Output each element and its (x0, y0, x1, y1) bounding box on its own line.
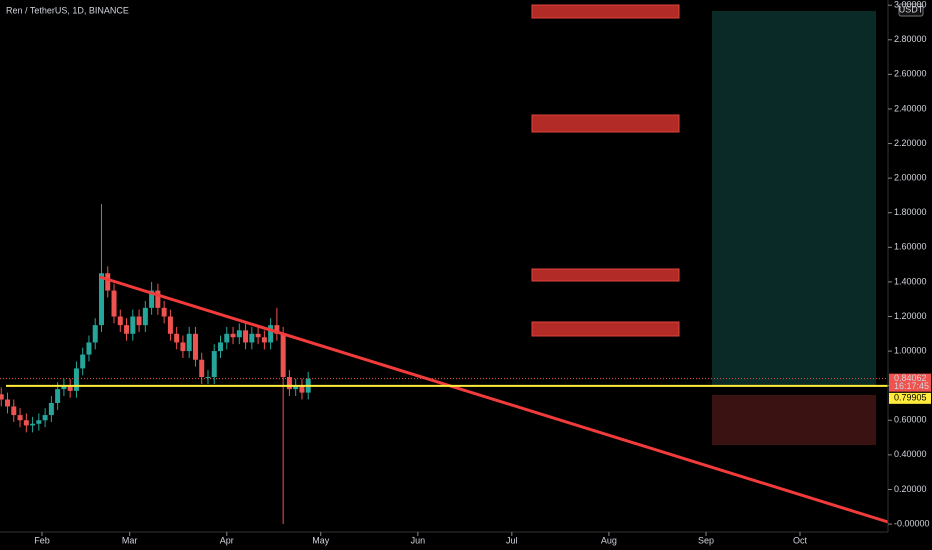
candle-body (36, 420, 42, 424)
candle-body (218, 342, 224, 352)
candle-body (86, 342, 92, 355)
y-tick-label: 1.80000 (894, 207, 927, 217)
candle-body (167, 316, 173, 334)
candle-body (73, 368, 79, 391)
last-price-label: 0.84062 (894, 373, 927, 383)
y-tick-label: 2.80000 (894, 34, 927, 44)
y-tick-label: 2.20000 (894, 138, 927, 148)
candle-body (274, 325, 280, 334)
x-tick-label: Mar (122, 535, 138, 545)
candle-body (0, 394, 4, 400)
y-tick-label: 3.00000 (894, 0, 927, 10)
candle-body (255, 333, 261, 338)
candle-body (105, 273, 111, 291)
candle-body (130, 316, 136, 334)
x-tick-label: Sep (698, 535, 714, 545)
candle-body (136, 316, 142, 326)
level-label: 0.79905 (894, 393, 927, 403)
candle-body (111, 290, 117, 317)
candle-body (11, 406, 17, 416)
candle-body (280, 333, 286, 378)
y-tick-label: 1.60000 (894, 242, 927, 252)
candle-body (61, 385, 67, 390)
candle-body (268, 325, 274, 343)
candle-body (98, 273, 104, 326)
candle-body (293, 385, 299, 390)
resistance-zone (531, 268, 680, 282)
candle-body (286, 377, 292, 390)
resistance-zone (531, 114, 680, 133)
candle-body (199, 359, 205, 378)
candle-body (205, 377, 211, 379)
candle-body (261, 337, 267, 343)
candle-body (155, 290, 161, 308)
candle-body (174, 333, 180, 343)
x-tick-label: Jul (506, 535, 518, 545)
candle-body (236, 330, 242, 338)
candle-body (55, 389, 61, 403)
candle-body (142, 307, 148, 326)
candle-body (180, 342, 186, 352)
candle-body (211, 351, 217, 378)
price-axis (888, 0, 932, 550)
level-box (889, 392, 931, 404)
candle-body (17, 415, 23, 421)
y-tick-label: 2.40000 (894, 103, 927, 113)
trend-line (99, 275, 889, 524)
candle-body (92, 325, 98, 343)
y-tick-label: 1.40000 (894, 276, 927, 286)
candle-body (161, 307, 167, 317)
candle-body (23, 420, 29, 426)
x-tick-label: Oct (793, 535, 808, 545)
candle-body (42, 415, 48, 421)
x-tick-label: Jun (411, 535, 426, 545)
candle-body (149, 290, 155, 308)
candle-body (117, 316, 123, 326)
resistance-zone (531, 4, 680, 19)
candle-body (299, 385, 305, 393)
x-tick-label: May (312, 535, 330, 545)
y-tick-label: 2.60000 (894, 69, 927, 79)
currency: USDT (899, 4, 924, 14)
candle-body (30, 423, 36, 426)
y-tick-label: 2.00000 (894, 173, 927, 183)
chart-title: Ren / TetherUS, 1D, BINANCE (6, 5, 129, 15)
x-tick-label: Aug (601, 535, 617, 545)
candle-body (249, 333, 255, 343)
candle-body (192, 333, 198, 360)
y-tick-label: -0.00000 (894, 518, 930, 528)
candle-body (67, 385, 73, 391)
countdown: 16:17:45 (894, 381, 929, 391)
currency-box (898, 3, 924, 17)
last-price-box (889, 373, 931, 392)
candle-body (230, 333, 236, 338)
candle-body (5, 399, 11, 407)
x-tick-label: Feb (34, 535, 50, 545)
candle-body (80, 354, 86, 369)
candle-body (224, 333, 230, 343)
y-tick-label: 1.00000 (894, 345, 927, 355)
candle-body (243, 330, 249, 343)
candle-body (186, 333, 192, 352)
profit-zone (712, 11, 876, 387)
resistance-zone (531, 321, 680, 337)
drawings (531, 4, 876, 445)
y-tick-label: 0.20000 (894, 484, 927, 494)
y-tick-label: 0.40000 (894, 449, 927, 459)
y-tick-label: 1.20000 (894, 311, 927, 321)
x-tick-label: Apr (220, 535, 234, 545)
candle-body (124, 325, 130, 334)
loss-zone (712, 395, 876, 445)
candle-body (48, 402, 54, 416)
y-tick-label: 0.60000 (894, 415, 927, 425)
